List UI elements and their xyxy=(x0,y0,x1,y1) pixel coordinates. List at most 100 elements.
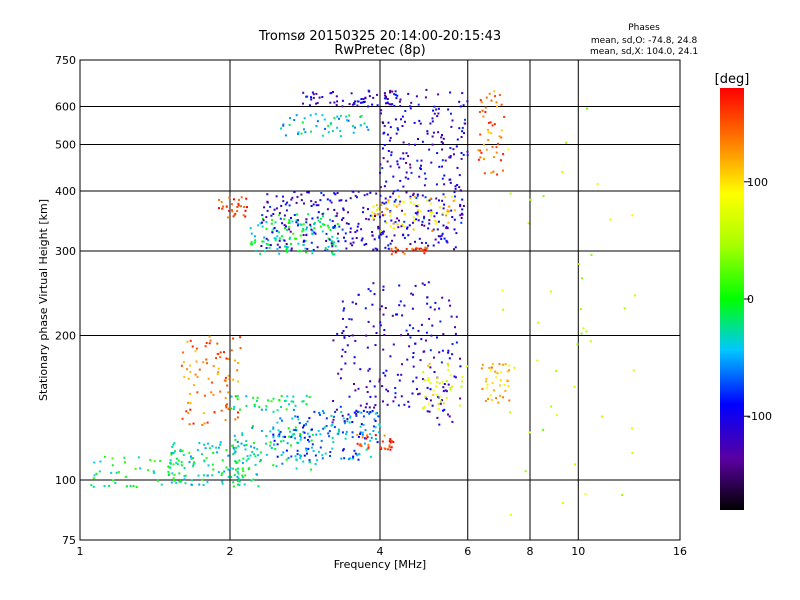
data-point xyxy=(322,215,324,218)
data-point xyxy=(354,100,357,103)
data-point xyxy=(440,361,443,364)
data-point xyxy=(454,195,456,198)
data-point xyxy=(192,457,195,459)
data-point xyxy=(261,221,263,224)
data-point xyxy=(364,429,367,432)
data-point xyxy=(286,442,289,445)
data-point xyxy=(300,132,303,135)
data-point xyxy=(503,384,506,386)
data-point xyxy=(179,448,182,451)
data-point xyxy=(180,464,183,467)
data-point xyxy=(93,461,96,464)
data-point xyxy=(415,196,418,199)
data-point xyxy=(225,406,228,409)
data-point xyxy=(416,194,419,197)
data-point xyxy=(237,362,239,364)
data-point xyxy=(234,450,237,453)
data-point xyxy=(495,146,498,149)
data-point xyxy=(374,404,377,407)
data-point xyxy=(312,93,315,96)
data-point xyxy=(233,474,236,477)
data-point xyxy=(236,210,239,213)
data-point xyxy=(460,217,463,219)
data-point xyxy=(490,132,493,135)
data-point xyxy=(333,192,336,195)
data-point xyxy=(305,251,307,254)
data-point xyxy=(152,471,155,474)
data-point xyxy=(392,343,395,346)
data-point xyxy=(341,431,344,434)
data-point xyxy=(451,420,454,423)
data-point xyxy=(420,241,423,244)
data-point xyxy=(297,242,300,245)
data-point xyxy=(201,478,204,481)
data-point xyxy=(344,232,347,235)
data-point xyxy=(461,376,464,379)
data-point xyxy=(377,415,380,418)
data-point xyxy=(271,231,274,234)
data-point xyxy=(362,211,364,214)
data-point xyxy=(139,467,142,470)
data-point xyxy=(304,423,307,426)
y-tick-label: 300 xyxy=(55,245,76,258)
data-point xyxy=(376,248,379,251)
data-point xyxy=(246,455,249,458)
data-point xyxy=(506,370,509,373)
data-point xyxy=(427,281,430,284)
data-point xyxy=(346,119,348,122)
data-point xyxy=(435,197,438,200)
data-point xyxy=(384,207,387,210)
data-point xyxy=(216,373,219,376)
data-point xyxy=(288,219,291,222)
data-point xyxy=(257,454,260,457)
data-point xyxy=(437,235,440,238)
data-point xyxy=(187,412,190,415)
data-point xyxy=(354,452,357,455)
data-point xyxy=(382,232,385,235)
data-point xyxy=(371,234,374,237)
data-point xyxy=(183,475,186,477)
data-point xyxy=(103,485,106,487)
data-point xyxy=(370,436,373,439)
data-point xyxy=(159,459,162,462)
colorbar-tick-label: 100 xyxy=(747,176,768,189)
data-point xyxy=(232,447,235,449)
data-point xyxy=(448,299,451,302)
data-point xyxy=(453,248,455,251)
data-point xyxy=(265,247,268,249)
data-point xyxy=(427,244,430,247)
data-point xyxy=(269,441,272,444)
data-point xyxy=(356,411,359,414)
data-point xyxy=(278,432,281,435)
data-point xyxy=(368,90,371,93)
data-point xyxy=(308,396,311,398)
data-point xyxy=(250,445,252,448)
data-point xyxy=(428,148,431,151)
data-point xyxy=(397,404,400,407)
data-point xyxy=(405,162,408,164)
data-point xyxy=(402,234,405,237)
data-point xyxy=(358,444,361,447)
data-point xyxy=(310,228,313,231)
data-point xyxy=(340,457,343,460)
data-point xyxy=(428,410,431,413)
data-point xyxy=(302,223,305,226)
data-point xyxy=(508,399,511,402)
data-point xyxy=(315,92,318,95)
data-point xyxy=(384,246,387,249)
data-point xyxy=(365,217,368,220)
data-point xyxy=(167,465,170,468)
data-point xyxy=(394,251,397,254)
data-point xyxy=(437,220,440,223)
data-point xyxy=(385,369,388,372)
data-point xyxy=(255,399,258,402)
data-point xyxy=(380,109,383,112)
data-point xyxy=(426,386,429,389)
data-point xyxy=(418,175,421,178)
data-point xyxy=(277,231,280,234)
data-point xyxy=(299,223,302,226)
data-point xyxy=(437,402,440,405)
data-point xyxy=(429,382,432,385)
data-point xyxy=(293,214,296,216)
data-point xyxy=(555,414,558,417)
